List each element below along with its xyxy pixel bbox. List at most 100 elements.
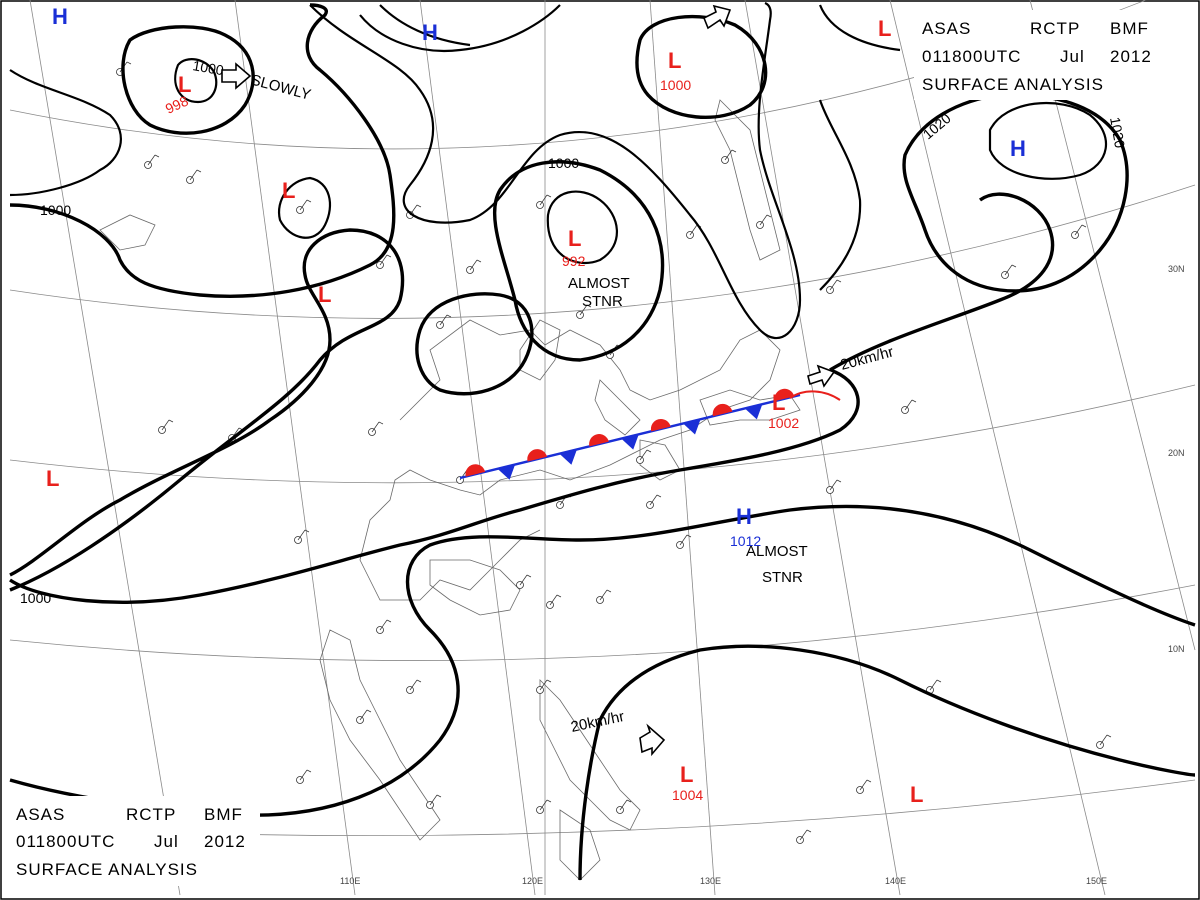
header-top-l2b: Jul — [1060, 47, 1085, 66]
arrow-slowly-icon — [221, 62, 252, 90]
lat-tick: 20N — [1168, 448, 1185, 458]
station-wind-barb — [469, 259, 482, 271]
lon-tick: 150E — [1086, 876, 1107, 886]
station-wind-barb — [1004, 264, 1017, 276]
station-wind-barb — [147, 154, 160, 166]
header-top-l1a: ASAS — [922, 19, 971, 38]
low-pressure-992: 992 — [562, 253, 586, 269]
header-bottom-l1b: RCTP — [126, 805, 176, 824]
station-wind-barb — [859, 779, 872, 791]
isobar-label: 1000 — [40, 202, 71, 218]
header-bottom-l2c: 2012 — [204, 832, 246, 851]
warm-front-mark — [712, 403, 733, 417]
arrow-south-icon — [639, 723, 666, 757]
header-top-l1c: BMF — [1110, 19, 1149, 38]
low-pressure-1004: 1004 — [672, 787, 703, 803]
station-wind-barb — [639, 449, 652, 461]
cold-front-mark — [744, 404, 763, 420]
station-wind-barb — [379, 254, 392, 266]
station-wind-barb — [799, 829, 812, 841]
station-wind-barb — [359, 709, 372, 721]
high-symbol-nw: H — [52, 4, 68, 29]
arrow-ne-icon — [702, 4, 732, 30]
warm-front-mark — [774, 388, 795, 402]
movement-arrows — [221, 4, 836, 757]
station-wind-barb — [379, 619, 392, 631]
station-wind-barb — [439, 314, 452, 326]
isobar-label: 1000 — [20, 590, 51, 606]
lat-tick: 10N — [1168, 644, 1185, 654]
header-top-l2c: 2012 — [1110, 47, 1152, 66]
low-symbol-1004: L — [680, 762, 693, 787]
arrow-east-icon — [807, 364, 836, 388]
lon-tick: 120E — [522, 876, 543, 886]
station-wind-barb — [539, 799, 552, 811]
cold-front-mark — [683, 419, 701, 435]
lon-tick: 140E — [885, 876, 906, 886]
header-top-l3: SURFACE ANALYSIS — [922, 75, 1104, 94]
station-wind-barb — [1074, 224, 1087, 236]
station-wind-barb — [161, 419, 174, 431]
isobar-label: 1000 — [548, 155, 579, 171]
station-wind-barb — [929, 679, 942, 691]
header-top-l1b: RCTP — [1030, 19, 1080, 38]
lon-tick: 110E — [340, 876, 360, 886]
header-top-l2a: 011800UTC — [922, 47, 1021, 66]
header-bottom: ASAS RCTP BMF 011800UTC Jul 2012 SURFACE… — [10, 796, 260, 886]
header-bottom-l1c: BMF — [204, 805, 243, 824]
station-wind-barb — [829, 479, 842, 491]
header-bottom-l2b: Jul — [154, 832, 179, 851]
warm-front-mark — [650, 418, 671, 432]
warm-front-mark — [527, 449, 547, 462]
low-symbol-w1: L — [282, 178, 295, 203]
station-wind-barb — [539, 194, 552, 206]
high-pressure-1012: 1012 — [730, 533, 761, 549]
station-wind-barb — [429, 794, 442, 806]
station-wind-barb — [619, 799, 632, 811]
almost-stnr-label-1b: STNR — [582, 293, 623, 310]
station-wind-barb — [1099, 734, 1112, 746]
lon-tick: 130E — [700, 876, 721, 886]
station-wind-barb — [189, 169, 202, 181]
low-symbol-1002: L — [772, 390, 785, 415]
station-wind-barb — [299, 199, 312, 211]
isobar-label: 1000 — [191, 57, 225, 78]
station-wind-barb — [371, 421, 384, 433]
station-wind-barb — [519, 574, 532, 586]
warm-front-mark — [589, 434, 609, 447]
station-wind-barb — [724, 149, 737, 161]
lat-tick: 30N — [1168, 264, 1185, 274]
low-symbol-se: L — [910, 782, 923, 807]
station-wind-barb — [904, 399, 917, 411]
header-top: ASAS RCTP BMF 011800UTC Jul 2012 SURFACE… — [914, 10, 1164, 100]
station-wind-barb — [579, 304, 592, 316]
almost-stnr-label-1a: ALMOST — [568, 275, 630, 292]
low-pressure-1002: 1002 — [768, 415, 799, 431]
header-bottom-l1a: ASAS — [16, 805, 65, 824]
cold-front-mark — [621, 434, 639, 450]
low-pressure-1000: 1000 — [660, 77, 691, 93]
isobar-label: 1020 — [1107, 116, 1128, 150]
station-wind-barb — [539, 679, 552, 691]
station-wind-barb — [649, 494, 662, 506]
stationary-front — [459, 388, 841, 480]
pressure-markers: L 998 L 992 L 1000 L 1002 L 1004 H 1012 … — [46, 4, 1026, 807]
low-symbol-w2: L — [318, 282, 331, 307]
almost-stnr-label-2b: STNR — [762, 569, 803, 586]
station-wind-barb — [409, 679, 422, 691]
station-wind-barb — [679, 534, 692, 546]
coastlines — [99, 99, 801, 881]
low-symbol-ne: L — [878, 16, 891, 41]
cold-front-mark — [497, 464, 516, 480]
header-bottom-l3: SURFACE ANALYSIS — [16, 860, 198, 879]
high-symbol-1012: H — [736, 504, 752, 529]
station-wind-barb — [297, 529, 310, 541]
station-wind-barb — [759, 214, 772, 226]
high-symbol-n: H — [422, 20, 438, 45]
low-symbol-992: L — [568, 226, 581, 251]
header-bottom-l2a: 011800UTC — [16, 832, 115, 851]
isobars — [9, 1, 1196, 881]
longitude-gridlines — [29, 0, 1196, 896]
